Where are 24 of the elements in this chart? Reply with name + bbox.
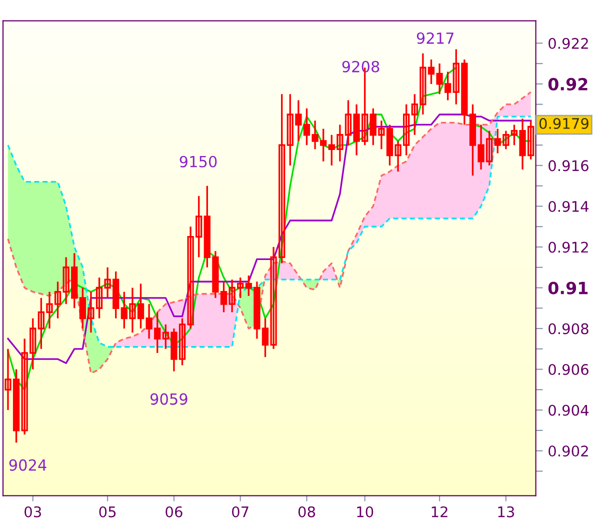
y-tick-label: 0.91 bbox=[548, 282, 588, 294]
y-tick-label: 0.916 bbox=[548, 160, 588, 172]
x-tick-label: 06 bbox=[166, 506, 182, 518]
y-tick-label: 0.914 bbox=[548, 200, 589, 212]
y-tick-label: 0.92 bbox=[548, 78, 588, 91]
y-tick-label: 0.902 bbox=[548, 446, 588, 457]
y-tick-label: 0.904 bbox=[548, 404, 589, 416]
annotation: 9217 bbox=[416, 32, 454, 44]
annotation: 9208 bbox=[342, 60, 380, 72]
text: 0.9179 bbox=[539, 118, 588, 129]
x-tick-label: 07 bbox=[232, 506, 248, 518]
annotation: 9024 bbox=[9, 459, 46, 471]
annotation: 9150 bbox=[180, 156, 217, 168]
y-tick-label: 0.922 bbox=[548, 38, 588, 49]
y-tick-label: 0.912 bbox=[548, 242, 588, 253]
x-tick-label: 08 bbox=[298, 506, 316, 518]
x-tick-label: 12 bbox=[432, 506, 448, 518]
y-tick-label: 0.908 bbox=[548, 323, 588, 334]
x-tick-label: 05 bbox=[99, 506, 116, 518]
x-tick-label: 10 bbox=[357, 506, 374, 518]
x-tick-label: 13 bbox=[498, 506, 514, 518]
annotation: 9059 bbox=[150, 393, 188, 405]
y-tick-label: 0.906 bbox=[548, 364, 588, 376]
x-tick-label: 03 bbox=[24, 506, 41, 518]
